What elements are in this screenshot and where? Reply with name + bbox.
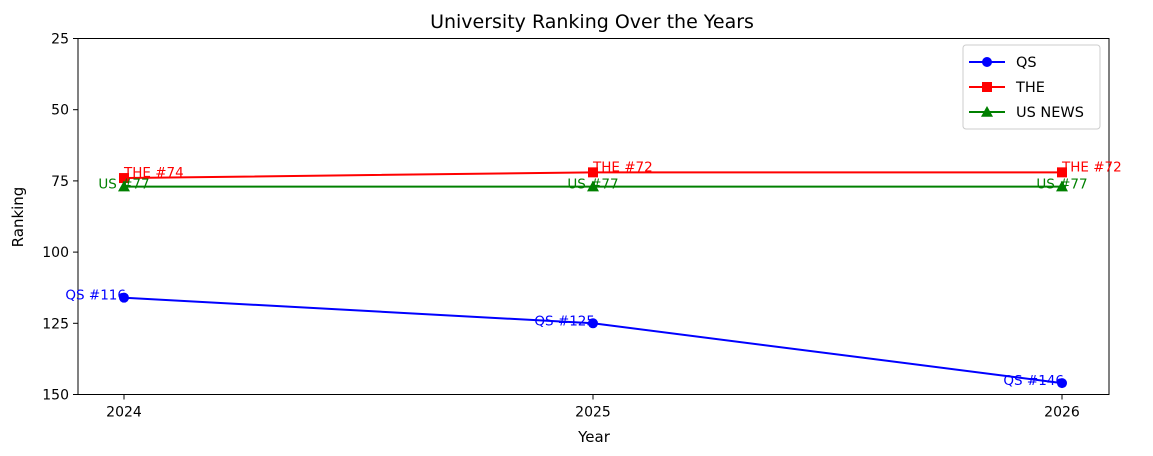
data-point-qs [1057,378,1067,389]
y-tick-label: 150 [42,388,69,404]
series-us-news [118,180,1068,192]
legend-box [962,44,1101,130]
legend-label: THE [1015,80,1045,96]
legend-entry-us-news: US NEWS [969,105,1084,121]
data-point-qs [588,318,598,329]
series-qs [119,292,1067,389]
series-layer [118,167,1068,389]
chart-title: University Ranking Over the Years [430,11,754,33]
data-label-the: THE #72 [592,159,653,175]
x-tick-label: 2026 [1044,405,1080,421]
legend-entry-qs: QS [969,55,1037,71]
y-tick-label: 125 [42,316,69,332]
point-labels: QS #116 QS #125 QS #146 THE #74 THE #72 THE #… [65,159,1121,389]
y-tick-label: 25 [51,32,69,48]
y-axis: 25 50 75 100 125 150 [42,32,78,404]
x-axis: 2024 2025 2026 [106,394,1080,421]
y-tick-label: 75 [51,174,69,190]
data-label-us-news: US #77 [98,177,149,193]
data-point-us-news [118,180,130,192]
x-tick-label: 2025 [575,405,611,421]
series-the [119,167,1067,184]
x-axis-label: Year [577,428,611,446]
data-label-qs: QS #146 [1003,373,1064,389]
data-label-qs: QS #116 [65,288,126,304]
data-point-qs [119,292,129,303]
legend-marker [982,57,992,67]
data-label-qs: QS #125 [534,313,595,329]
legend: QS THE US NEWS [962,44,1101,130]
y-tick-label: 50 [51,103,69,119]
data-label-the: THE #72 [1061,159,1122,175]
data-point-us-news [1056,180,1068,192]
plot-area [77,38,1110,395]
data-point-the [119,173,129,184]
legend-marker [982,82,992,92]
data-label-the: THE #74 [123,165,184,181]
data-label-us-news: US #77 [1036,177,1087,193]
legend-entry-the: THE [969,80,1045,96]
legend-label: QS [1016,55,1037,71]
x-tick-label: 2024 [106,405,142,421]
data-point-the [1057,167,1067,178]
y-tick-label: 100 [42,245,69,261]
data-point-us-news [587,180,599,192]
data-point-the [588,167,598,178]
legend-label: US NEWS [1016,105,1084,121]
legend-marker [981,106,993,117]
data-label-us-news: US #77 [567,177,618,193]
y-axis-label: Ranking [9,187,27,248]
